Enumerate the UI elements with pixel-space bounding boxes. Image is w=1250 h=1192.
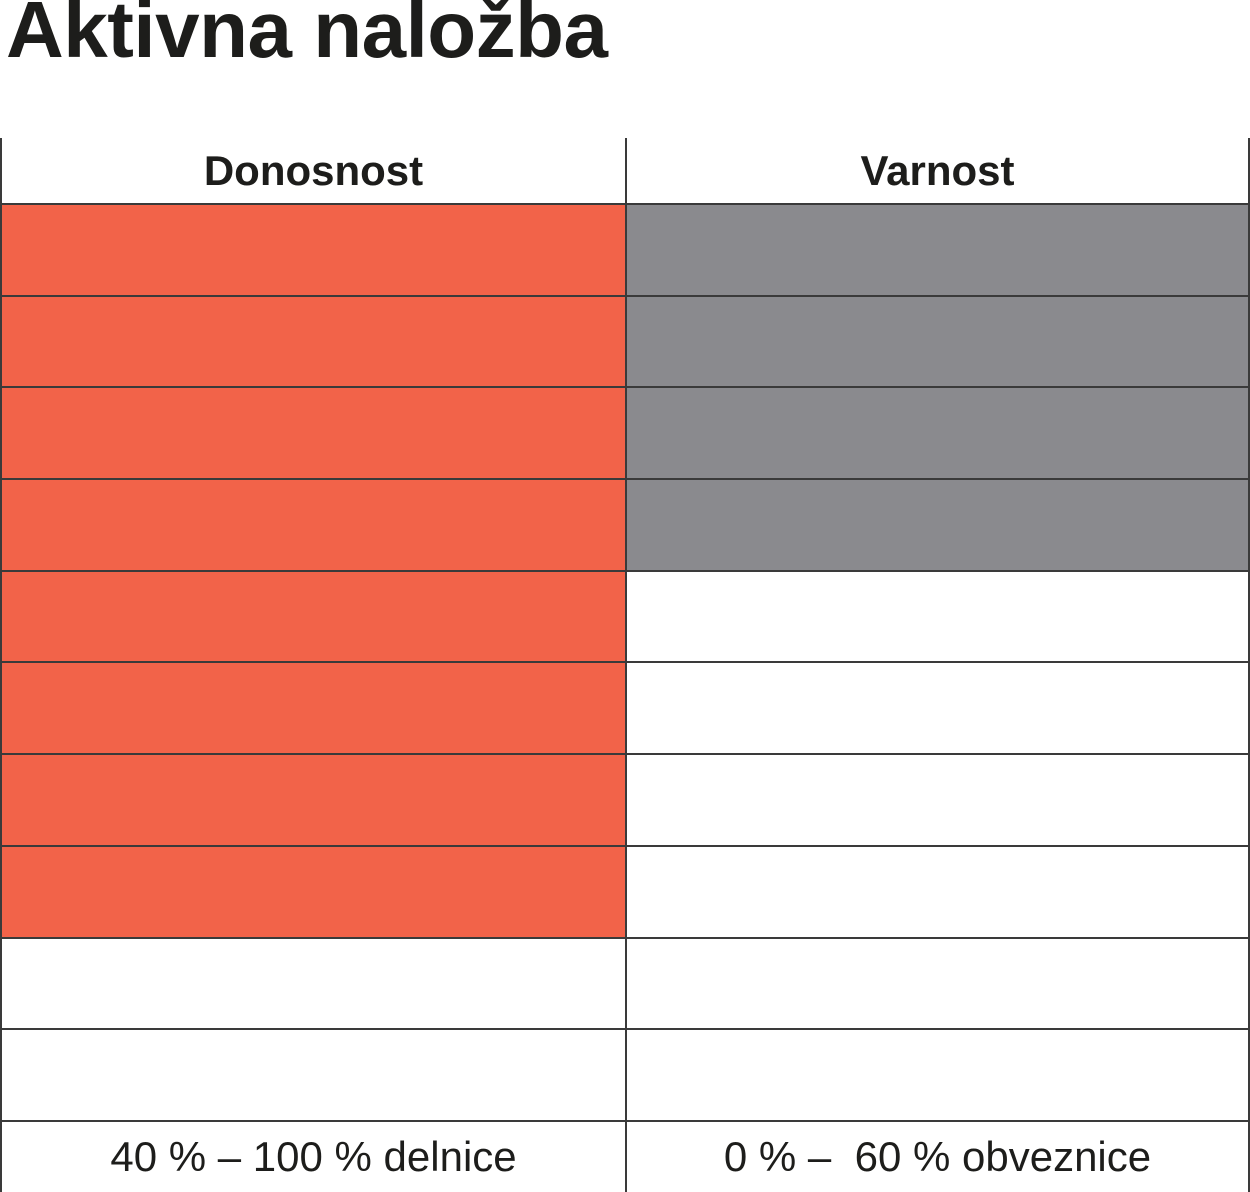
rating-cell-varnost-5-empty [627, 569, 1248, 662]
rating-cell-varnost-4-filled [627, 478, 1248, 570]
rating-cell-donosnost-5-filled [2, 569, 625, 662]
column-donosnost: Donosnost 40 % – 100 % delnice [2, 138, 627, 1192]
column-header-donosnost: Donosnost [2, 138, 625, 203]
rating-cell-varnost-2-filled [627, 294, 1248, 387]
rating-table: Donosnost 40 % – 100 % delnice Varnost 0… [0, 138, 1250, 1192]
rating-cell-varnost-8-empty [627, 844, 1248, 937]
rating-cell-varnost-6-empty [627, 661, 1248, 754]
column-header-varnost: Varnost [627, 138, 1248, 203]
column-footer-donosnost: 40 % – 100 % delnice [2, 1119, 625, 1192]
rating-cell-donosnost-4-filled [2, 478, 625, 570]
rating-cell-varnost-10-empty [627, 1028, 1248, 1120]
rating-cell-varnost-9-empty [627, 936, 1248, 1029]
rating-cell-donosnost-6-filled [2, 661, 625, 754]
column-footer-varnost: 0 % – 60 % obveznice [627, 1119, 1248, 1192]
rating-cell-donosnost-1-filled [2, 203, 625, 295]
rating-cells-varnost [627, 203, 1248, 1120]
column-varnost: Varnost 0 % – 60 % obveznice [627, 138, 1248, 1192]
rating-cell-varnost-3-filled [627, 386, 1248, 479]
page-title: Aktivna naložba [6, 0, 608, 74]
rating-cell-varnost-7-empty [627, 753, 1248, 845]
rating-cell-donosnost-7-filled [2, 753, 625, 845]
rating-cell-donosnost-8-filled [2, 844, 625, 937]
rating-cells-donosnost [2, 203, 625, 1120]
rating-cell-donosnost-10-empty [2, 1028, 625, 1120]
rating-cell-donosnost-2-filled [2, 294, 625, 387]
rating-cell-varnost-1-filled [627, 203, 1248, 295]
rating-cell-donosnost-3-filled [2, 386, 625, 479]
rating-cell-donosnost-9-empty [2, 936, 625, 1029]
